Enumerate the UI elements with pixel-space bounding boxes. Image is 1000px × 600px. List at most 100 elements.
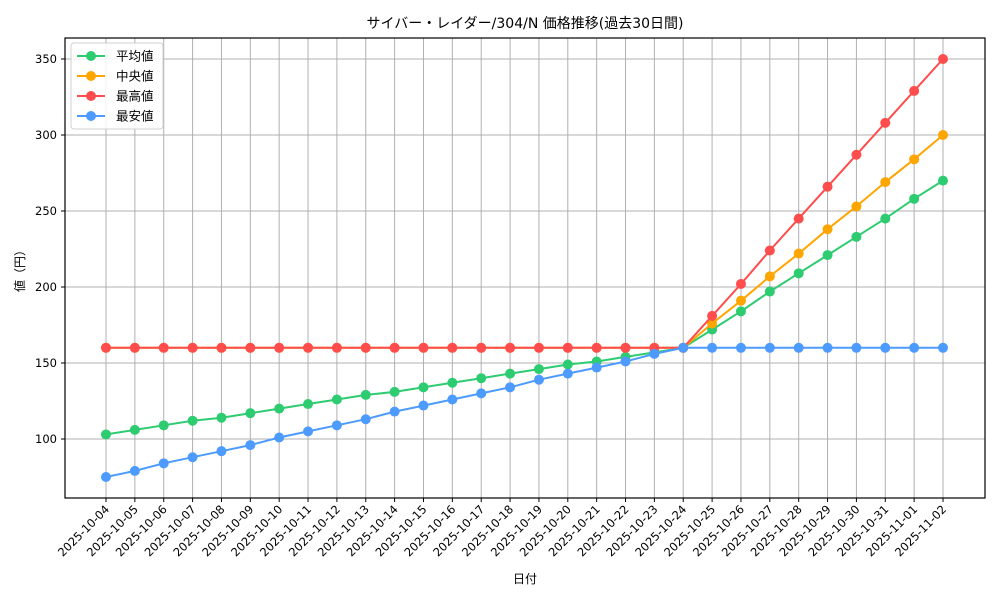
y-tick-label: 300 — [35, 128, 57, 142]
data-point-marker — [851, 201, 862, 212]
data-point-marker — [822, 181, 833, 192]
data-point-marker — [909, 342, 920, 353]
data-point-marker — [158, 420, 169, 431]
data-point-marker — [101, 429, 111, 440]
data-point-marker — [533, 364, 544, 375]
data-point-marker — [620, 356, 631, 367]
data-point-marker — [303, 342, 314, 353]
y-tick-label: 100 — [35, 432, 57, 446]
y-axis-ticks: 100 150 200 250 300 350 — [35, 52, 65, 446]
data-point-marker — [562, 342, 573, 353]
series-line — [105, 179, 944, 436]
data-point-marker — [360, 342, 371, 353]
data-point-marker — [331, 420, 342, 431]
data-point-marker — [360, 389, 371, 400]
data-point-marker — [793, 213, 804, 224]
y-tick-label: 150 — [35, 356, 57, 370]
data-point-marker — [216, 446, 227, 457]
legend-item: 最高値 — [77, 89, 154, 104]
legend-box — [70, 42, 164, 130]
data-point-marker — [303, 399, 314, 410]
data-point-marker — [447, 377, 458, 388]
legend-item: 最安値 — [77, 109, 154, 124]
data-point-marker — [909, 193, 920, 204]
data-point-marker — [649, 348, 660, 359]
data-point-marker — [851, 342, 862, 353]
data-point-marker — [389, 342, 400, 353]
data-point-marker — [822, 342, 833, 353]
data-point-marker — [274, 432, 285, 443]
series-line — [106, 58, 944, 349]
data-point-marker — [101, 342, 111, 353]
data-point-marker — [505, 368, 516, 379]
data-point-marker — [938, 342, 948, 353]
data-point-marker — [274, 342, 285, 353]
y-tick-label: 350 — [35, 52, 57, 66]
y-tick-label: 200 — [35, 280, 57, 294]
data-point-marker — [735, 278, 746, 289]
data-point-marker — [476, 388, 487, 399]
data-point-marker — [562, 359, 573, 370]
data-point-marker — [793, 248, 804, 259]
data-point-marker — [822, 250, 833, 261]
data-point-marker — [880, 177, 891, 188]
data-point-marker — [707, 342, 718, 353]
data-point-marker — [245, 440, 256, 451]
data-point-marker — [764, 342, 775, 353]
data-point-marker — [245, 342, 256, 353]
data-point-marker — [735, 306, 746, 317]
plot-frame — [64, 37, 986, 499]
series-1 — [101, 130, 948, 353]
series-0 — [101, 175, 948, 440]
data-point-marker — [591, 362, 602, 373]
data-point-marker — [476, 342, 487, 353]
data-point-marker — [389, 406, 400, 417]
data-point-marker — [158, 342, 169, 353]
data-point-marker — [620, 342, 631, 353]
data-point-marker — [274, 403, 285, 414]
data-point-marker — [447, 394, 458, 405]
data-point-marker — [735, 295, 746, 306]
legend-label: 中央値 — [116, 69, 154, 84]
data-point-marker — [793, 268, 804, 279]
data-point-marker — [938, 54, 948, 64]
data-point-marker — [245, 408, 256, 419]
data-point-marker — [216, 342, 227, 353]
data-point-marker — [735, 342, 746, 353]
data-point-marker — [909, 85, 920, 96]
data-point-marker — [793, 342, 804, 353]
legend-label: 最高値 — [116, 89, 154, 104]
data-point-marker — [678, 342, 689, 353]
data-point-marker — [880, 342, 891, 353]
chart-title: サイバー・レイダー/304/N 価格推移(過去30日間) — [367, 16, 684, 32]
series-2 — [101, 54, 948, 353]
y-axis-label: 値（円） — [12, 244, 27, 292]
data-point-marker — [591, 342, 602, 353]
data-point-marker — [187, 415, 198, 426]
data-point-marker — [331, 394, 342, 405]
data-point-marker — [360, 414, 371, 425]
data-point-marker — [418, 400, 429, 411]
data-point-marker — [216, 412, 227, 423]
data-point-marker — [764, 245, 775, 256]
legend-marker-icon — [86, 71, 96, 81]
data-point-marker — [303, 426, 314, 437]
data-point-marker — [505, 382, 516, 393]
data-point-marker — [331, 342, 342, 353]
data-point-marker — [418, 342, 429, 353]
series-line — [105, 346, 943, 478]
data-point-marker — [938, 130, 948, 140]
data-point-marker — [764, 286, 775, 297]
data-point-marker — [505, 342, 516, 353]
x-axis-ticks: 2025-10-042025-10-052025-10-062025-10-07… — [55, 498, 949, 559]
legend-label: 最安値 — [116, 109, 154, 124]
data-point-marker — [707, 310, 718, 321]
legend-item: 平均値 — [77, 49, 154, 64]
data-point-marker — [447, 342, 458, 353]
legend-marker-icon — [86, 111, 96, 121]
series-line — [106, 134, 944, 349]
legend-item: 中央値 — [77, 69, 154, 84]
data-point-marker — [764, 271, 775, 282]
